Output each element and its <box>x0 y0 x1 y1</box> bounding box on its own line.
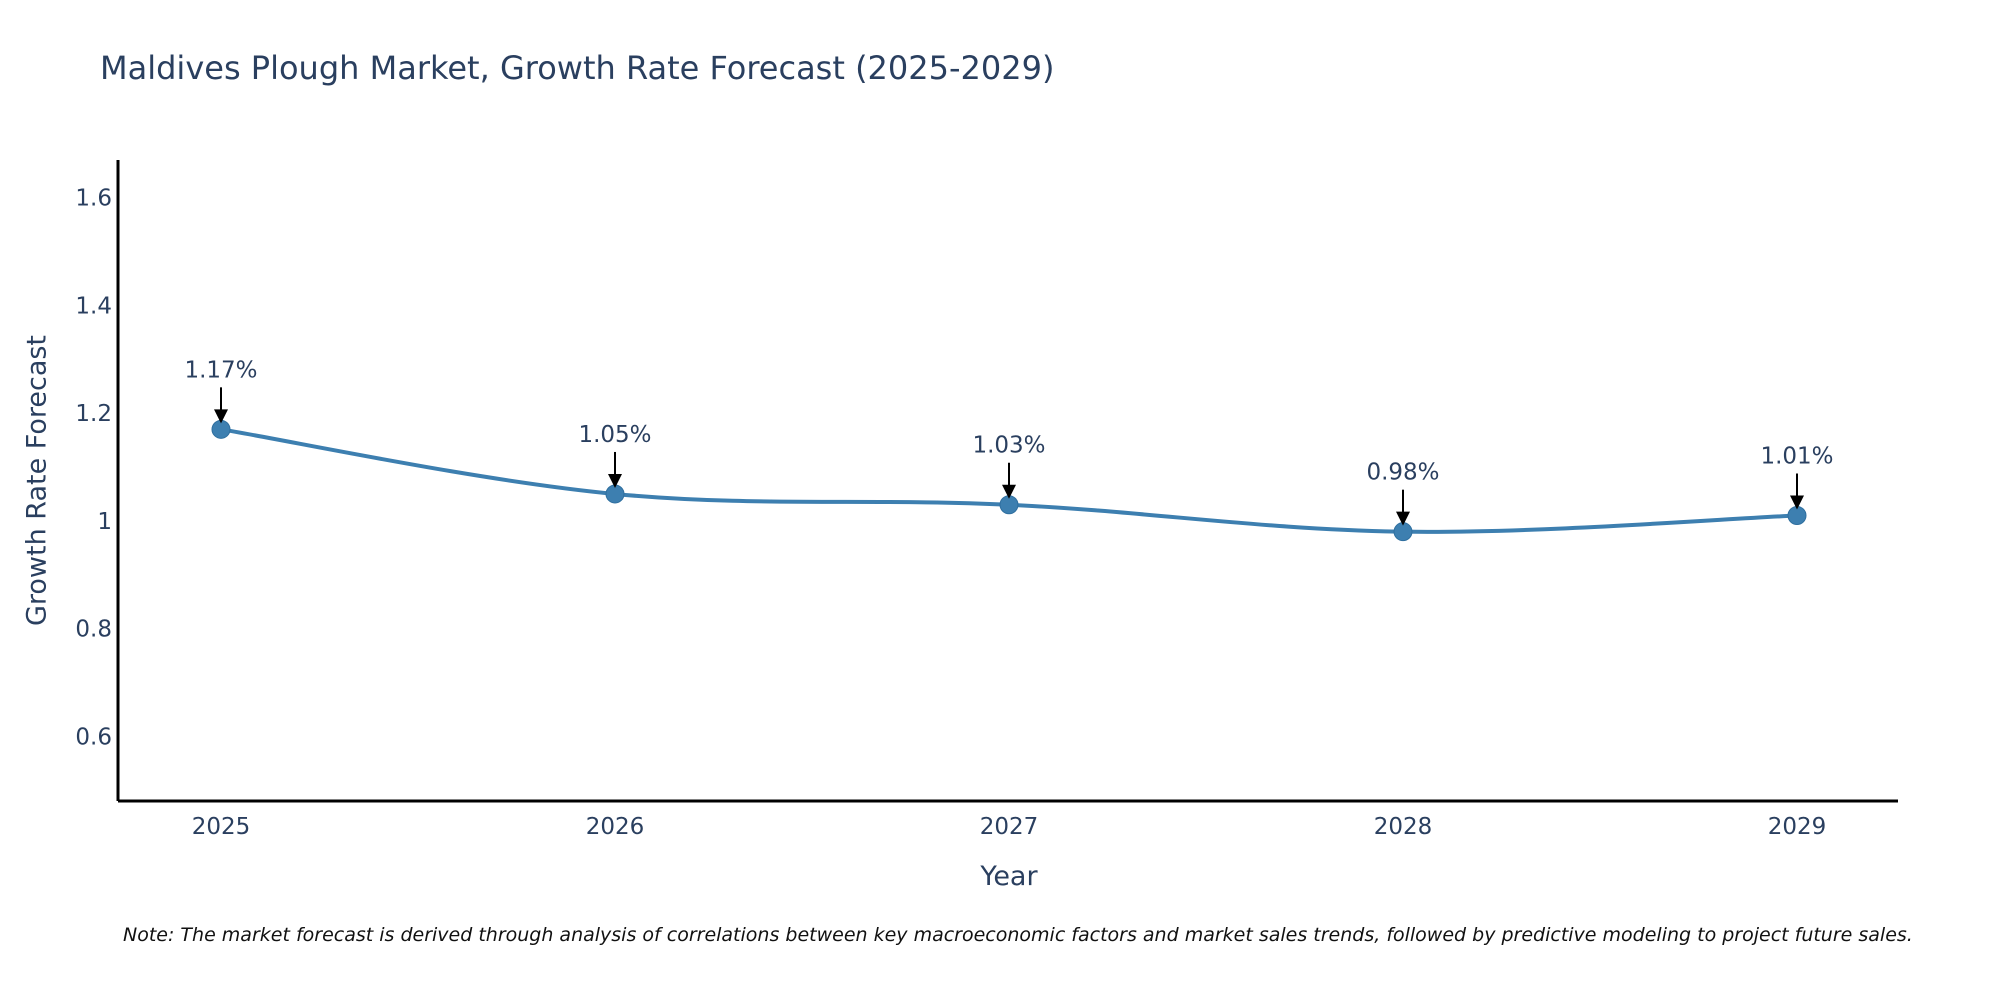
x-tick-label: 2025 <box>192 814 251 840</box>
x-axis-ticks: 2025 2026 2027 2028 2029 <box>192 814 1827 840</box>
data-label: 0.98% <box>1366 460 1439 486</box>
y-tick-label: 1 <box>97 509 112 535</box>
x-tick-label: 2028 <box>1374 814 1433 840</box>
y-axis-label: Growth Rate Forecast <box>21 335 52 626</box>
y-axis-ticks: 0.6 0.8 1 1.2 1.4 1.6 <box>75 186 112 751</box>
chart-title: Maldives Plough Market, Growth Rate Fore… <box>100 49 1054 87</box>
y-tick-label: 1.6 <box>75 186 112 212</box>
data-label: 1.17% <box>184 357 257 383</box>
x-tick-label: 2027 <box>980 814 1039 840</box>
y-tick-label: 1.2 <box>75 401 112 427</box>
y-tick-label: 0.6 <box>75 724 112 750</box>
series-layer <box>211 419 1807 542</box>
data-label: 1.03% <box>972 433 1045 459</box>
annotation-arrow-head <box>608 473 622 488</box>
data-label: 1.01% <box>1760 444 1833 470</box>
annotation-layer: 1.17% 1.05% 1.03% 0.98% 1.01% <box>184 357 1834 526</box>
annotation-arrow-head <box>1396 511 1410 526</box>
footnote: Note: The market forecast is derived thr… <box>123 924 1913 946</box>
annotation-arrow-head <box>214 409 228 424</box>
x-tick-label: 2029 <box>1768 814 1827 840</box>
y-tick-label: 0.8 <box>75 617 112 643</box>
y-tick-label: 1.4 <box>75 293 112 319</box>
annotation-arrow-head <box>1790 495 1804 510</box>
annotation-arrow-head <box>1002 484 1016 499</box>
x-axis-label: Year <box>979 861 1038 892</box>
x-tick-label: 2026 <box>586 814 645 840</box>
data-label: 1.05% <box>578 422 651 448</box>
